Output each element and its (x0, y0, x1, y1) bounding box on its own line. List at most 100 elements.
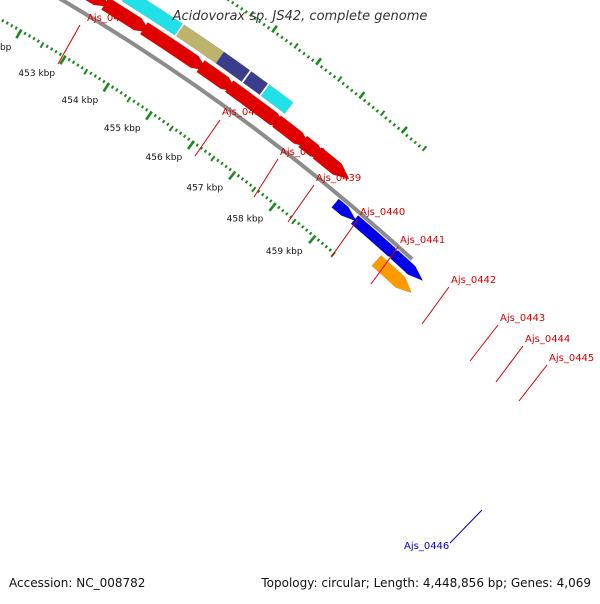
inner-tick (71, 60, 76, 65)
inner-tick (97, 76, 102, 81)
inner-tick (174, 128, 179, 133)
inner-tick (161, 119, 166, 124)
kbp-tick-label: 455 kbp (104, 124, 141, 134)
inner-tick (187, 137, 191, 141)
kbp-tick-label: 452 kbp (0, 43, 12, 53)
inner-tick (301, 225, 305, 229)
outer-tick (293, 42, 299, 49)
outer-tick (421, 145, 428, 152)
inner-tick (224, 164, 228, 169)
inner-tick (110, 85, 115, 89)
inner-tick (207, 152, 212, 156)
inner-tick (58, 52, 63, 57)
inner-tick (220, 161, 224, 166)
gene-label-leader (469, 324, 499, 362)
outer-tick (302, 51, 306, 56)
outer-tick (392, 123, 397, 127)
gene-label: Ajs_0446 (404, 541, 449, 552)
inner-tick (36, 39, 40, 43)
outer-tick (244, 10, 248, 14)
feature-navy (215, 51, 251, 83)
inner-tick (308, 234, 317, 245)
gene-label-leader (495, 345, 524, 383)
inner-tick (1, 18, 5, 23)
inner-tick (67, 57, 71, 62)
inner-tick (257, 189, 261, 194)
outer-tick (379, 110, 386, 117)
gene-label: Ajs_0437 (222, 107, 267, 118)
inner-tick (32, 36, 36, 41)
gene-label: Ajs_0444 (525, 334, 570, 345)
outer-tick (257, 19, 262, 24)
outer-tick (226, 0, 230, 2)
inner-tick (304, 228, 309, 232)
inner-tick (59, 55, 67, 65)
outer-tick (400, 126, 408, 134)
kbp-tick-label: 459 kbp (266, 247, 303, 257)
feature-cyan (121, 0, 183, 36)
gene-label: Ajs_0436 (87, 13, 132, 24)
inner-tick (166, 122, 170, 127)
outer-tick (375, 109, 380, 113)
outer-tick (341, 81, 345, 86)
outer-tick (413, 140, 417, 145)
inner-tick (187, 140, 195, 150)
inner-tick (248, 183, 253, 187)
inner-tick (145, 108, 149, 112)
inner-tick (210, 155, 216, 162)
inner-tick (157, 116, 162, 121)
inner-tick (136, 102, 140, 106)
inner-tick (308, 231, 313, 236)
outer-tick (332, 75, 337, 79)
inner-tick (145, 110, 153, 121)
inner-tick (93, 74, 97, 78)
outer-tick (249, 10, 255, 17)
inner-tick (216, 158, 220, 163)
inner-tick (183, 134, 187, 138)
inner-tick (178, 131, 183, 135)
gene-label-leader (194, 119, 221, 157)
gene-label-leader (370, 246, 399, 285)
inner-tick (23, 31, 27, 36)
outer-tick (235, 3, 239, 8)
inner-tick (54, 49, 58, 54)
inner-tick (153, 113, 157, 118)
inner-tick (83, 68, 89, 75)
outer-tick (275, 32, 280, 36)
gene-label: Ajs_0442 (451, 275, 496, 286)
inner-tick (268, 202, 277, 212)
feature-navy (242, 70, 269, 96)
inner-tick (199, 146, 204, 150)
feature-tracks (58, 0, 424, 294)
outer-tick (337, 75, 343, 83)
gene-label-leader (518, 364, 548, 402)
kbp-tick-label: 458 kbp (227, 215, 264, 225)
feature-red (312, 147, 350, 180)
outer-tick (315, 57, 323, 66)
inner-tick (10, 23, 14, 28)
inner-tick-ring (1, 18, 336, 258)
map-title: Acidovorax sp. JS42, complete genome (172, 9, 428, 24)
inner-tick (102, 82, 111, 93)
summary-text: Topology: circular; Length: 4,448,856 bp… (261, 576, 591, 590)
kbp-tick-label: 456 kbp (146, 153, 183, 163)
outer-tick (384, 116, 388, 120)
gene-label-leader (287, 184, 315, 223)
inner-tick (5, 21, 9, 25)
gene-label: Ajs_0445 (549, 353, 594, 364)
outer-tick (297, 48, 302, 53)
outer-tick (280, 35, 284, 40)
inner-tick (277, 205, 281, 210)
outer-tick (358, 91, 366, 100)
outer-tick (284, 38, 289, 43)
outer-tick (345, 85, 350, 89)
gene-label: Ajs_0438 (280, 147, 325, 158)
inner-tick (123, 93, 128, 98)
inner-tick (195, 143, 199, 147)
outer-tick (266, 25, 271, 30)
inner-tick (27, 34, 32, 38)
inner-tick (236, 174, 241, 178)
kbp-tick-label: 457 kbp (186, 183, 223, 193)
